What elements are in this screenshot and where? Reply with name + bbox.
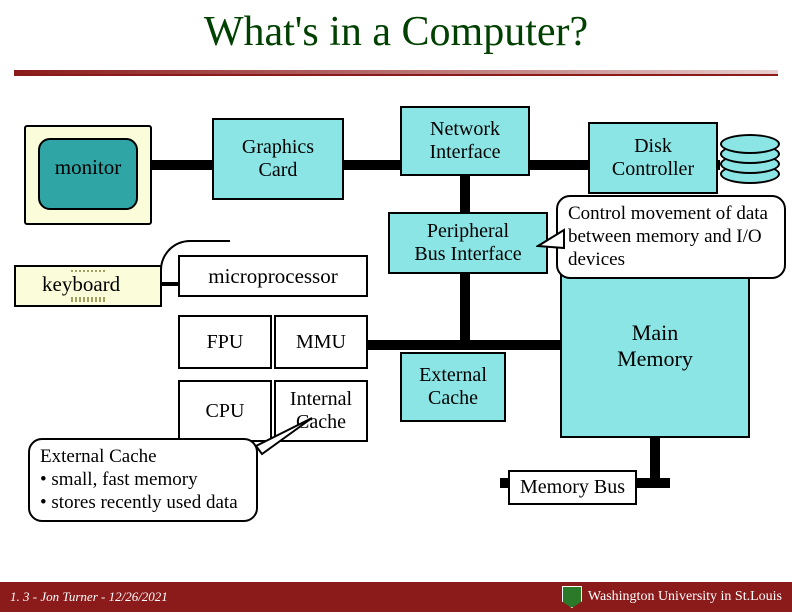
mmu-label: MMU xyxy=(296,331,346,354)
ecache-b1-text: small, fast memory xyxy=(51,469,197,490)
disk-controller-node: Disk Controller xyxy=(588,122,718,194)
monitor-label: monitor xyxy=(24,155,152,180)
slide-footer: 1. 3 - Jon Turner - 12/26/2021 Washingto… xyxy=(0,582,792,612)
mmu-node: MMU xyxy=(274,315,368,369)
shield-icon xyxy=(562,586,582,608)
network-interface-label: Network Interface xyxy=(429,118,500,164)
title-underline xyxy=(14,70,778,76)
graphics-card-node: Graphics Card xyxy=(212,118,344,200)
fpu-node: FPU xyxy=(178,315,272,369)
slide-title: What's in a Computer? xyxy=(0,0,792,56)
mid-bus xyxy=(360,340,560,350)
university-logo: Washington University in St.Louis xyxy=(562,586,782,608)
disk-controller-label: Disk Controller xyxy=(612,135,694,181)
university-name: Washington University in St.Louis xyxy=(588,589,782,605)
ecache-callout-title: External Cache xyxy=(40,446,246,469)
peripheral-bus-node: Peripheral Bus Interface xyxy=(388,212,548,274)
control-callout: Control movement of data between memory … xyxy=(556,195,786,279)
ecache-callout-tail xyxy=(252,416,322,456)
main-memory-node: Main Memory xyxy=(560,268,750,438)
ecache-b2-text: stores recently used data xyxy=(51,492,237,513)
microprocessor-node: microprocessor xyxy=(178,255,368,297)
microprocessor-label: microprocessor xyxy=(208,264,337,288)
main-memory-label: Main Memory xyxy=(617,320,693,371)
external-cache-label: External Cache xyxy=(419,364,487,410)
disk-stack-icon xyxy=(720,134,786,190)
graphics-card-label: Graphics Card xyxy=(242,136,314,182)
computer-diagram: monitor keyboard Graphics Card Network I… xyxy=(0,100,792,550)
mainmem-vert xyxy=(650,435,660,483)
monitor-link xyxy=(150,160,215,170)
ecache-callout: External Cache • small, fast memory • st… xyxy=(28,438,258,522)
fpu-label: FPU xyxy=(207,331,244,354)
peripheral-to-membus xyxy=(460,270,470,350)
footer-left: 1. 3 - Jon Turner - 12/26/2021 xyxy=(10,589,168,605)
peripheral-bus-label: Peripheral Bus Interface xyxy=(414,220,521,266)
keyboard-label: keyboard xyxy=(40,272,122,297)
network-interface-node: Network Interface xyxy=(400,106,530,176)
control-callout-text: Control movement of data between memory … xyxy=(568,203,768,270)
cpu-label: CPU xyxy=(206,400,245,423)
ecache-callout-b1: • small, fast memory xyxy=(40,469,246,492)
control-callout-tail xyxy=(536,228,566,258)
external-cache-node: External Cache xyxy=(400,352,506,422)
ecache-callout-b2: • stores recently used data xyxy=(40,492,246,515)
memory-bus-label: Memory Bus xyxy=(508,470,637,505)
